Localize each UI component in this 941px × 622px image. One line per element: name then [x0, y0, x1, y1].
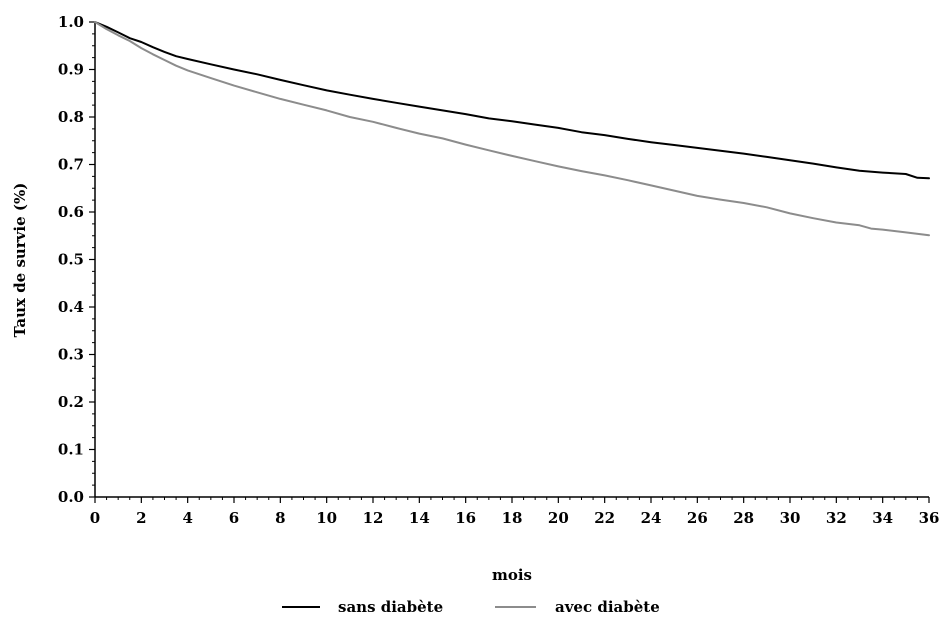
x-axis-title: mois — [492, 566, 532, 584]
y-tick-label: 1.0 — [58, 13, 84, 31]
y-tick-label: 0.8 — [58, 108, 84, 126]
x-tick-label: 6 — [229, 509, 239, 527]
y-tick-label: 0.0 — [58, 488, 84, 506]
x-tick-label: 14 — [409, 509, 430, 527]
x-axis-ticks: 0 2 4 6 8 10 12 14 16 18 20 22 24 26 28 30 32 34 36 — [90, 497, 940, 527]
x-tick-label: 12 — [363, 509, 384, 527]
legend-label-sans-diabete: sans diabète — [338, 598, 443, 616]
y-tick-label: 0.6 — [58, 203, 84, 221]
x-tick-label: 28 — [733, 509, 754, 527]
series-lines — [94, 21, 930, 237]
x-tick-label: 36 — [919, 509, 940, 527]
y-tick-label: 0.3 — [58, 346, 84, 364]
x-tick-label: 0 — [90, 509, 100, 527]
series-line-sans-diabete — [94, 21, 930, 180]
y-tick-label: 0.9 — [58, 61, 84, 79]
x-tick-label: 22 — [594, 509, 615, 527]
x-tick-label: 32 — [826, 509, 847, 527]
y-tick-label: 0.2 — [58, 393, 84, 411]
x-tick-label: 26 — [687, 509, 708, 527]
y-tick-label: 0.4 — [58, 298, 84, 316]
y-axis-ticks: 0.0 0.1 0.2 0.3 0.4 0.5 0.6 0.7 0.8 0.9 1.0 — [58, 13, 95, 506]
series-line-avec-diabete — [94, 21, 930, 237]
y-tick-label: 0.7 — [58, 156, 84, 174]
legend: sans diabète avec diabète — [282, 598, 660, 616]
x-tick-label: 2 — [136, 509, 146, 527]
y-tick-label: 0.1 — [58, 441, 84, 459]
x-tick-label: 24 — [641, 509, 662, 527]
x-tick-label: 20 — [548, 509, 569, 527]
legend-label-avec-diabete: avec diabète — [555, 598, 660, 616]
y-axis-title: Taux de survie (%) — [11, 183, 29, 338]
x-tick-label: 10 — [316, 509, 337, 527]
x-tick-label: 4 — [182, 509, 192, 527]
x-tick-label: 8 — [275, 509, 285, 527]
y-tick-label: 0.5 — [58, 251, 84, 269]
x-tick-label: 18 — [502, 509, 523, 527]
x-tick-label: 16 — [455, 509, 476, 527]
x-tick-label: 34 — [872, 509, 893, 527]
x-tick-label: 30 — [780, 509, 801, 527]
